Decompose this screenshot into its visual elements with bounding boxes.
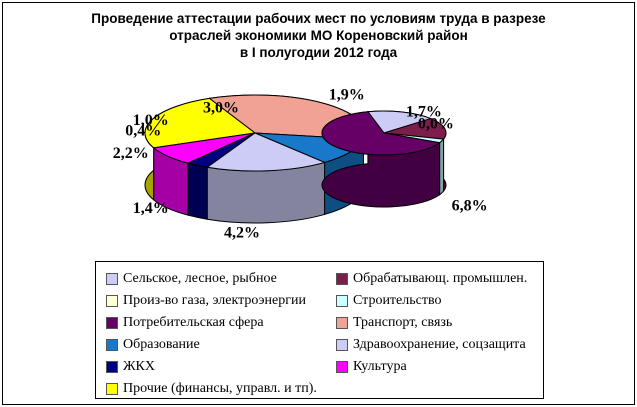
svg-text:3,0%: 3,0%	[203, 100, 239, 117]
svg-text:0,0%: 0,0%	[418, 116, 454, 133]
svg-text:2,2%: 2,2%	[113, 145, 149, 162]
svg-text:1,4%: 1,4%	[133, 200, 169, 217]
svg-text:1,9%: 1,9%	[329, 87, 365, 104]
svg-text:0,4%: 0,4%	[125, 122, 161, 139]
svg-text:6,8%: 6,8%	[452, 197, 488, 214]
svg-text:4,2%: 4,2%	[224, 224, 260, 241]
